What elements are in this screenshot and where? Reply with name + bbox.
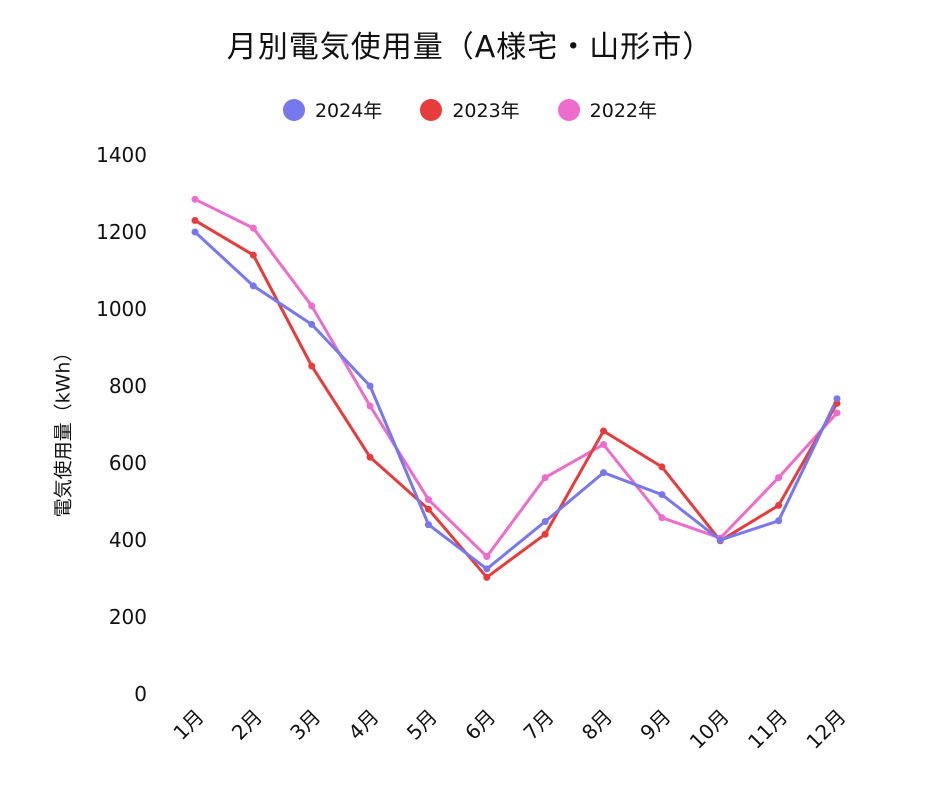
- data-point[interactable]: [424, 496, 432, 504]
- series-line-2024年: [193, 230, 839, 571]
- y-tick-label: 200: [109, 605, 147, 629]
- x-tick-label: 5月: [402, 705, 442, 745]
- x-axis-ticks: 1月 2月 3月 4月 5月 6月 7月 8月 9月 10月 11月 12月: [168, 705, 850, 754]
- y-tick-label: 1200: [96, 220, 147, 244]
- data-point[interactable]: [600, 427, 608, 435]
- x-tick-label: 3月: [285, 705, 325, 745]
- data-point[interactable]: [366, 402, 374, 410]
- data-point[interactable]: [249, 224, 257, 232]
- legend-item-2022[interactable]: 2022年: [557, 96, 658, 123]
- chart-title: 月別電気使用量（A様宅・山形市）: [226, 30, 714, 65]
- x-tick-label: 9月: [635, 705, 675, 745]
- data-point[interactable]: [600, 469, 608, 477]
- x-tick-label: 11月: [743, 705, 792, 754]
- x-tick-label: 2月: [227, 705, 267, 745]
- data-point[interactable]: [308, 302, 316, 310]
- series-points: [191, 195, 841, 581]
- data-point[interactable]: [483, 573, 491, 581]
- data-point[interactable]: [600, 441, 608, 449]
- y-tick-label: 600: [109, 451, 147, 475]
- data-point[interactable]: [541, 474, 549, 482]
- series-lines: [193, 197, 839, 579]
- x-tick-label: 1月: [168, 705, 208, 745]
- data-point[interactable]: [249, 282, 257, 290]
- data-point[interactable]: [424, 505, 432, 513]
- data-point[interactable]: [191, 195, 199, 203]
- data-point[interactable]: [308, 320, 316, 328]
- data-point[interactable]: [716, 536, 724, 544]
- data-point[interactable]: [541, 518, 549, 526]
- legend: 2024年 2023年 2022年: [0, 96, 940, 123]
- data-point[interactable]: [191, 228, 199, 236]
- data-point[interactable]: [658, 463, 666, 471]
- y-tick-label: 400: [109, 528, 147, 552]
- legend-label-2022: 2022年: [589, 100, 658, 122]
- data-point[interactable]: [308, 362, 316, 370]
- data-point[interactable]: [366, 453, 374, 461]
- y-tick-label: 1000: [96, 297, 147, 321]
- series-line-2022年: [194, 197, 839, 559]
- data-point[interactable]: [658, 491, 666, 499]
- legend-swatch-2023: [420, 98, 443, 121]
- x-tick-label: 12月: [801, 705, 850, 754]
- legend-label-2024: 2024年: [314, 100, 383, 122]
- x-tick-label: 10月: [685, 705, 734, 754]
- series-line-2023年: [194, 219, 839, 579]
- data-point[interactable]: [658, 514, 666, 522]
- data-point[interactable]: [775, 474, 783, 482]
- x-tick-label: 7月: [519, 705, 559, 745]
- data-point[interactable]: [541, 530, 549, 538]
- data-point[interactable]: [483, 565, 491, 573]
- x-tick-label: 4月: [344, 705, 384, 745]
- data-point[interactable]: [775, 517, 783, 525]
- y-tick-label: 800: [109, 374, 147, 398]
- data-point[interactable]: [191, 216, 199, 224]
- legend-item-2024[interactable]: 2024年: [282, 96, 383, 123]
- legend-item-2023[interactable]: 2023年: [420, 96, 520, 123]
- data-point[interactable]: [833, 409, 841, 417]
- legend-swatch-2022: [557, 98, 580, 121]
- data-point[interactable]: [483, 553, 491, 561]
- legend-label-2023: 2023年: [452, 100, 520, 122]
- data-point[interactable]: [249, 251, 257, 259]
- y-tick-label: 1400: [96, 143, 147, 167]
- y-axis-ticks: 0 200 400 600 800 1000 1200 1400: [96, 143, 147, 706]
- x-tick-label: 6月: [460, 705, 500, 745]
- data-point[interactable]: [833, 395, 841, 403]
- data-point[interactable]: [775, 501, 783, 509]
- legend-swatch-2024: [282, 98, 305, 121]
- data-point[interactable]: [366, 382, 374, 390]
- data-point[interactable]: [424, 521, 432, 529]
- x-tick-label: 8月: [577, 705, 617, 745]
- y-tick-label: 0: [134, 682, 147, 706]
